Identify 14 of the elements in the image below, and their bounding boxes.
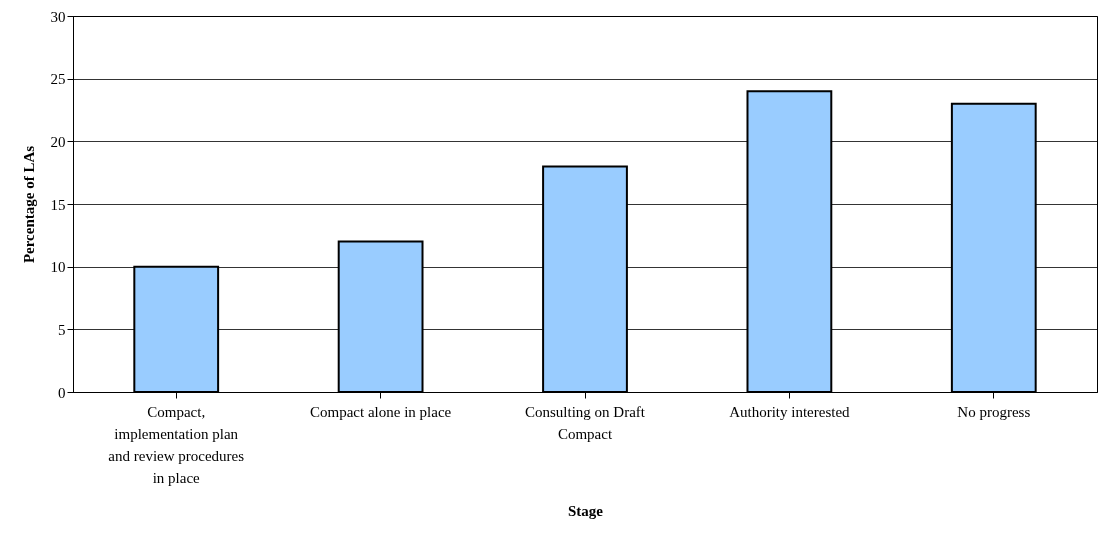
y-tick-label: 20 xyxy=(50,133,66,150)
x-tick-label: Compact, implementation plan and review procedures in place xyxy=(108,403,245,486)
x-axis-title: Stage xyxy=(568,502,604,519)
y-tick-label: 0 xyxy=(58,384,66,401)
y-axis-title: Percentage of LAs xyxy=(20,145,37,264)
x-tick-label: Consulting on Draft Compact xyxy=(525,403,646,442)
y-tick-label: 10 xyxy=(50,259,66,276)
y-tick-label: 25 xyxy=(50,71,66,88)
x-tick-label: Compact alone in place xyxy=(310,403,452,420)
x-tick-label: Authority interested xyxy=(729,403,851,420)
x-tick-label: No progress xyxy=(957,403,1031,420)
y-tick-label: 5 xyxy=(58,321,66,338)
y-tick-label: 30 xyxy=(50,8,66,25)
y-tick-label: 15 xyxy=(50,196,66,213)
